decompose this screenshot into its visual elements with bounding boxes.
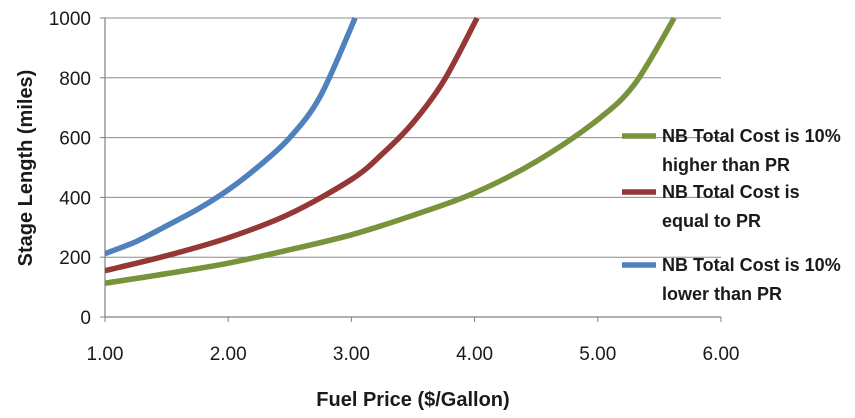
y-tick-label: 400 [59,188,91,209]
series-lines [105,16,677,286]
y-tick-label: 600 [59,129,91,150]
x-tick-label: 5.00 [579,344,616,365]
y-tick-labels: 0 200 400 600 800 1000 [49,9,105,329]
y-tick-label: 1000 [49,9,91,30]
legend-label-1: NB Total Cost is [662,182,800,202]
x-tick-label: 1.00 [87,344,124,365]
series-line-2 [105,16,358,257]
legend-label-0: higher than PR [662,155,790,175]
y-tick-label: 200 [59,248,91,269]
x-tick-label: 4.00 [456,344,493,365]
legend-label-1: equal to PR [662,211,761,231]
y-tick-label: 800 [59,69,91,90]
legend-label-0: NB Total Cost is 10% [662,126,841,146]
gridlines [105,17,721,258]
x-axis-title: Fuel Price ($/Gallon) [316,389,509,411]
x-tick-label: 6.00 [703,344,740,365]
x-tick-label: 3.00 [333,344,370,365]
x-tick-label: 2.00 [210,344,247,365]
legend: NB Total Cost is 10% higher than PR NB Tot… [622,126,841,304]
legend-label-2: NB Total Cost is 10% [662,255,841,275]
y-tick-label: 0 [80,308,91,329]
series-line-0 [105,16,677,286]
y-axis-title: Stage Length (miles) [15,70,37,267]
series-line-1 [105,16,480,274]
x-tick-labels: 1.00 2.00 3.00 4.00 5.00 6.00 [87,317,740,365]
legend-label-2: lower than PR [662,284,782,304]
